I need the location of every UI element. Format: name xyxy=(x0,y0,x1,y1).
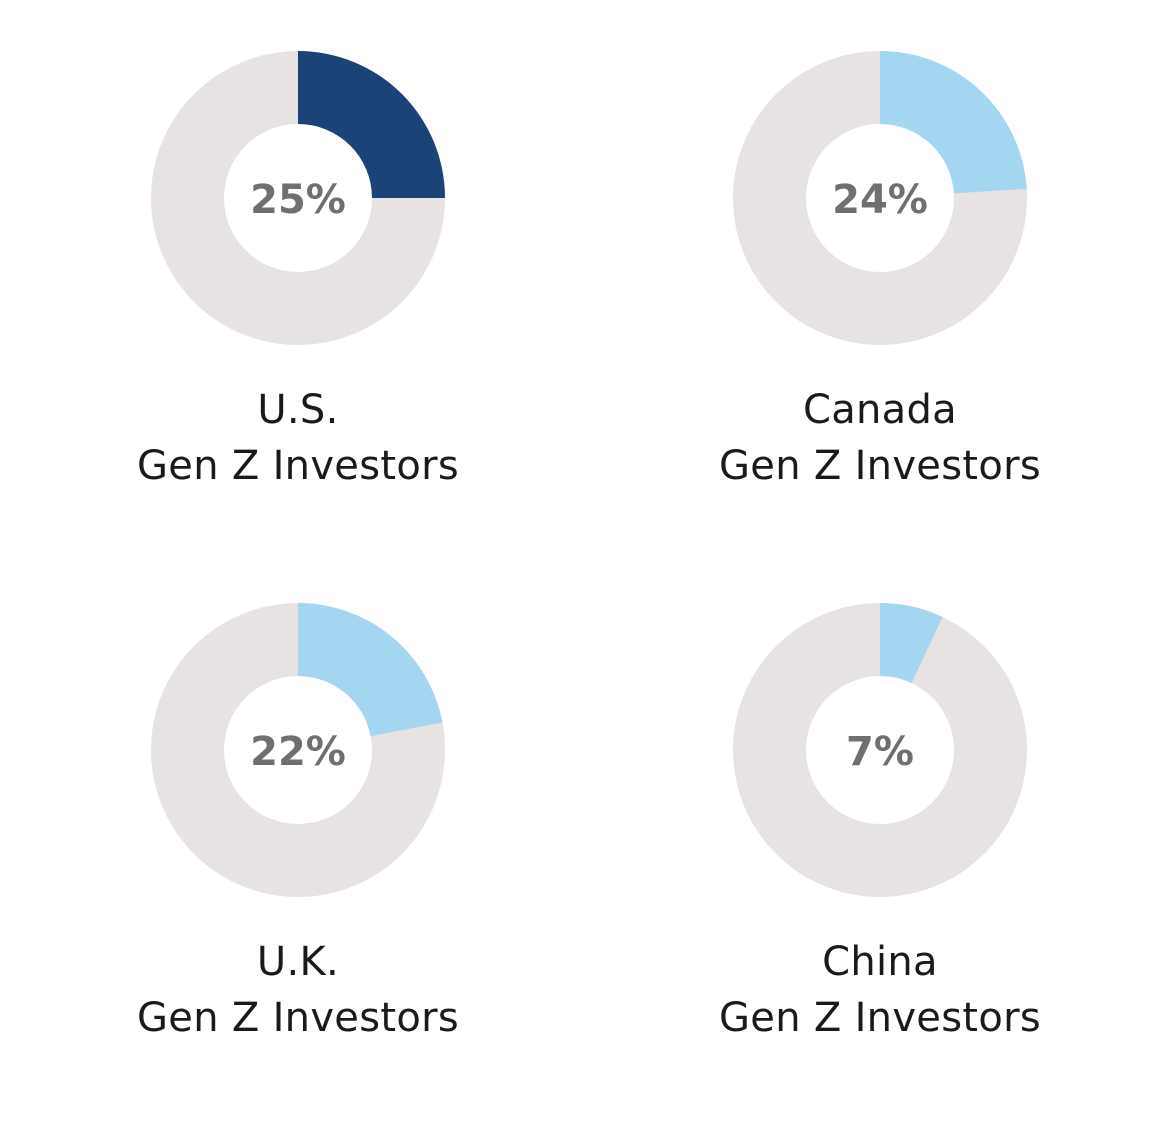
donut-panel-us: 25% U.S. Gen Z Investors xyxy=(18,50,578,570)
donut-slice-china xyxy=(880,603,943,684)
caption-subtitle-china: Gen Z Investors xyxy=(719,995,1041,1041)
caption-china: China Gen Z Investors xyxy=(600,934,1160,1046)
donut-panel-china: 7% China Gen Z Investors xyxy=(600,602,1160,1122)
donut-chart-us: 25% xyxy=(151,51,445,345)
donut-chart-canada: 24% xyxy=(733,51,1027,345)
caption-subtitle-us: Gen Z Investors xyxy=(137,443,459,489)
caption-us: U.S. Gen Z Investors xyxy=(18,382,578,494)
percent-label-uk: 22% xyxy=(250,729,346,775)
caption-region-us: U.S. xyxy=(257,387,339,433)
percent-label-canada: 24% xyxy=(832,177,928,223)
percent-label-us: 25% xyxy=(250,177,346,223)
donut-panel-canada: 24% Canada Gen Z Investors xyxy=(600,50,1160,570)
donut-slice-canada xyxy=(880,51,1027,194)
donut-slice-us xyxy=(298,51,445,198)
caption-subtitle-canada: Gen Z Investors xyxy=(719,443,1041,489)
caption-subtitle-uk: Gen Z Investors xyxy=(137,995,459,1041)
donut-slice-uk xyxy=(298,603,443,737)
donut-panel-uk: 22% U.K. Gen Z Investors xyxy=(18,602,578,1122)
percent-label-china: 7% xyxy=(846,729,914,775)
donut-chart-china: 7% xyxy=(733,603,1027,897)
caption-canada: Canada Gen Z Investors xyxy=(600,382,1160,494)
caption-uk: U.K. Gen Z Investors xyxy=(18,934,578,1046)
caption-region-uk: U.K. xyxy=(256,939,340,985)
donut-chart-uk: 22% xyxy=(151,603,445,897)
caption-region-china: China xyxy=(822,939,938,985)
caption-region-canada: Canada xyxy=(802,387,957,433)
